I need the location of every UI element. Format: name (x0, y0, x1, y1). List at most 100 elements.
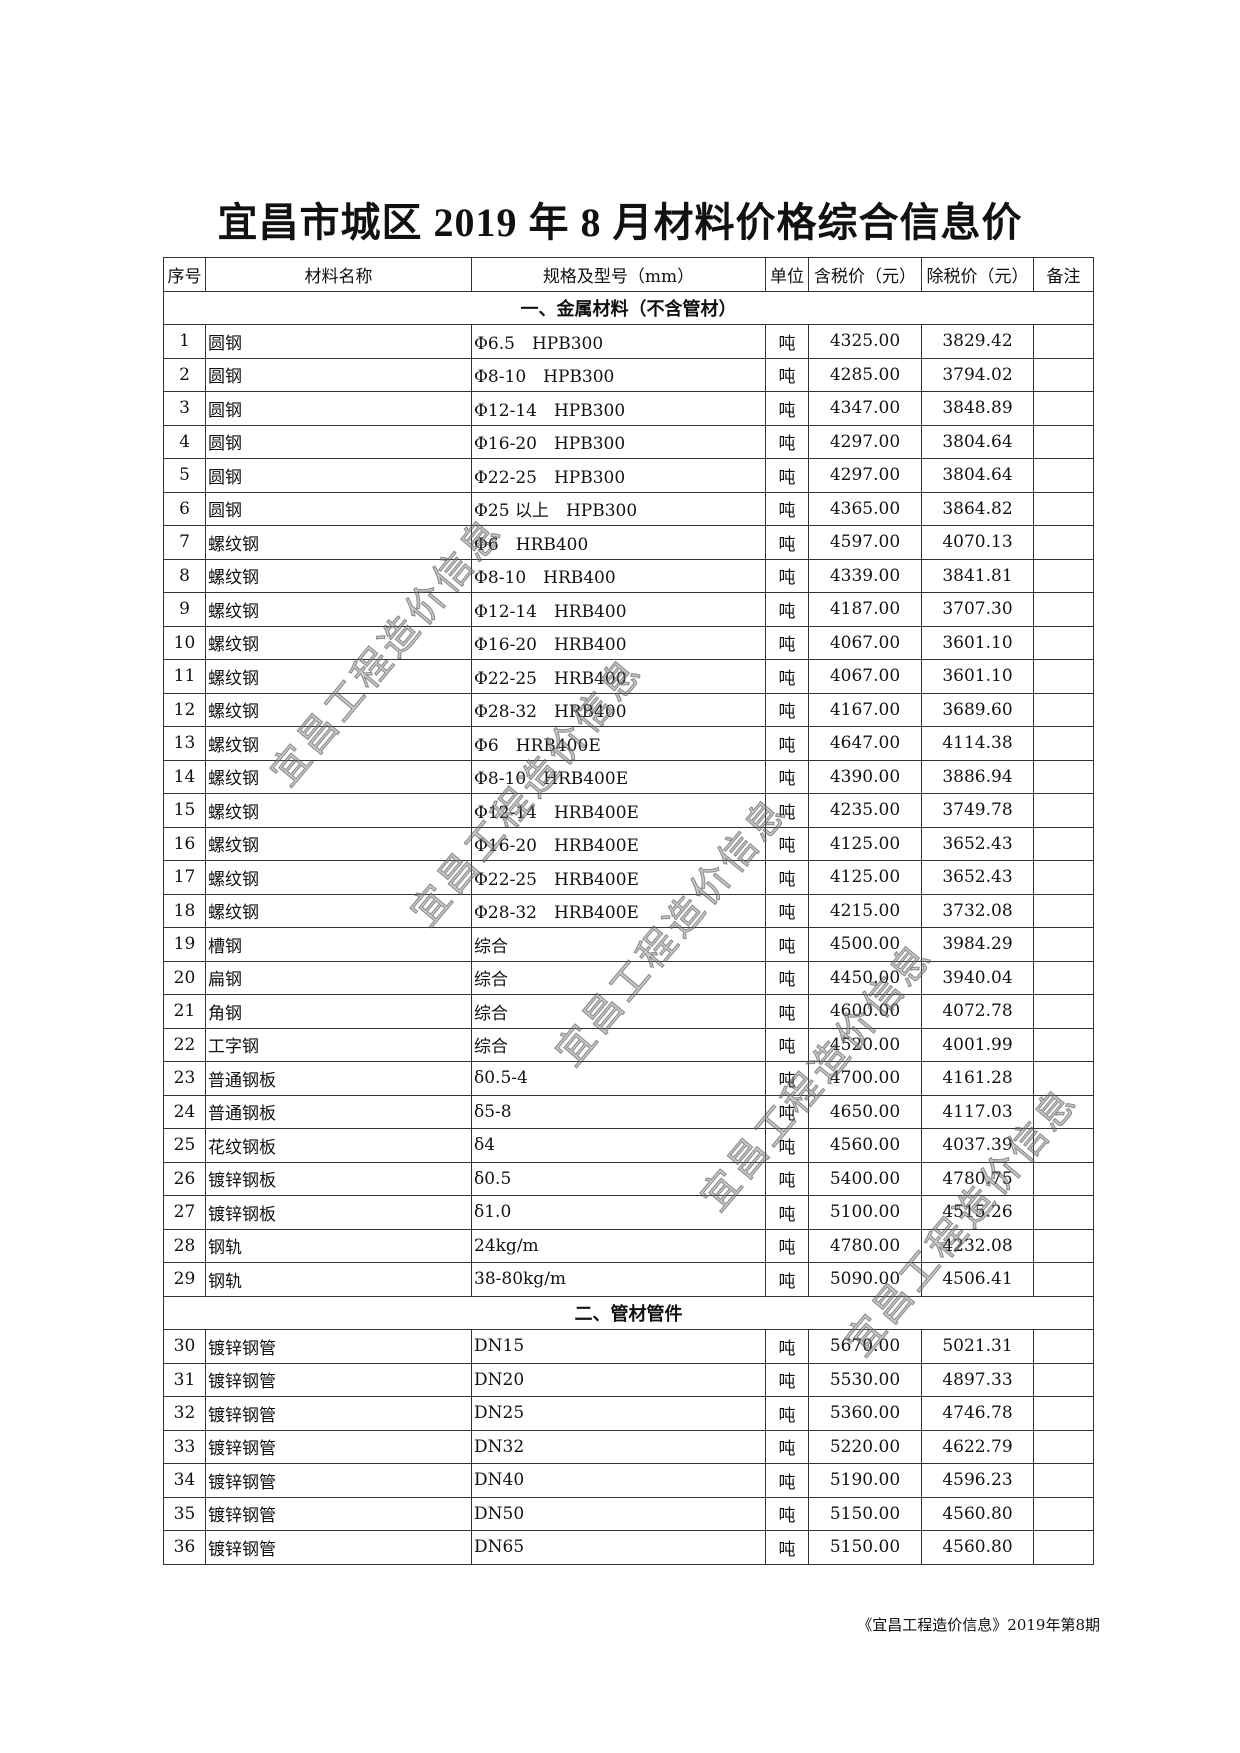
remark (1033, 1195, 1094, 1230)
material-name: 普通钢板 (205, 1094, 472, 1129)
table-row: 29 钢轨 38-80kg/m 吨 5090.00 4506.41 (163, 1262, 1094, 1297)
row-number: 19 (163, 927, 206, 962)
spec: DN65 (471, 1530, 766, 1565)
spec: Φ16-20 HRB400E (471, 826, 766, 861)
row-number: 5 (163, 458, 206, 493)
spec: DN25 (471, 1396, 766, 1431)
spec: Φ28-32 HRB400E (471, 893, 766, 928)
unit: 吨 (765, 1530, 809, 1565)
material-name: 螺纹钢 (205, 525, 472, 560)
material-name: 螺纹钢 (205, 893, 472, 928)
row-number: 12 (163, 692, 206, 727)
price-without-tax: 4560.80 (921, 1530, 1034, 1565)
table-row: 20 扁钢 综合吨 4450.00 3940.04 (163, 960, 1094, 995)
price-without-tax: 3864.82 (921, 491, 1034, 526)
remark (1033, 324, 1094, 359)
material-name: 螺纹钢 (205, 793, 472, 828)
row-number: 30 (163, 1329, 206, 1364)
price-with-tax: 5220.00 (808, 1429, 922, 1464)
unit: 吨 (765, 1396, 809, 1431)
spec: Φ28-32 HRB400 (471, 692, 766, 727)
price-with-tax: 5090.00 (808, 1262, 922, 1297)
price-without-tax: 3886.94 (921, 759, 1034, 794)
price-with-tax: 5100.00 (808, 1195, 922, 1230)
price-without-tax: 3707.30 (921, 592, 1034, 627)
price-with-tax: 4780.00 (808, 1228, 922, 1263)
material-name: 螺纹钢 (205, 726, 472, 761)
material-name: 螺纹钢 (205, 592, 472, 627)
table-header-row: 序号 材料名称 规格及型号（mm） 单位 含税价（元） 除税价（元） 备注 (163, 257, 1094, 292)
remark (1033, 391, 1094, 426)
section-header-row: 一、金属材料（不含管材） (163, 290, 1094, 325)
unit: 吨 (765, 625, 809, 660)
section-title: 二、管材管件 (163, 1295, 1094, 1330)
remark (1033, 1128, 1094, 1163)
unit: 吨 (765, 324, 809, 359)
row-number: 1 (163, 324, 206, 359)
unit: 吨 (765, 1463, 809, 1498)
unit: 吨 (765, 1362, 809, 1397)
row-number: 23 (163, 1061, 206, 1096)
unit: 吨 (765, 826, 809, 861)
material-name: 花纹钢板 (205, 1128, 472, 1163)
material-name: 扁钢 (205, 960, 472, 995)
row-number: 35 (163, 1496, 206, 1531)
unit: 吨 (765, 1027, 809, 1062)
spec: δ0.5 (471, 1161, 766, 1196)
spec: Φ16-20 HRB400 (471, 625, 766, 660)
remark (1033, 1530, 1094, 1565)
unit: 吨 (765, 1161, 809, 1196)
price-with-tax: 4339.00 (808, 558, 922, 593)
price-without-tax: 5021.31 (921, 1329, 1034, 1364)
price-without-tax: 3652.43 (921, 860, 1034, 895)
unit: 吨 (765, 860, 809, 895)
remark (1033, 692, 1094, 727)
row-number: 4 (163, 424, 206, 459)
price-without-tax: 4070.13 (921, 525, 1034, 560)
unit: 吨 (765, 692, 809, 727)
table-row: 10 螺纹钢 Φ16-20 HRB400 吨 4067.00 3601.10 (163, 625, 1094, 660)
table-row: 17 螺纹钢 Φ22-25 HRB400E 吨 4125.00 3652.43 (163, 860, 1094, 895)
material-name: 钢轨 (205, 1262, 472, 1297)
price-without-tax: 4232.08 (921, 1228, 1034, 1263)
table-row: 34 镀锌钢管 DN40 吨 5190.00 4596.23 (163, 1463, 1094, 1498)
price-with-tax: 4067.00 (808, 625, 922, 660)
unit: 吨 (765, 1128, 809, 1163)
material-name: 镀锌钢板 (205, 1161, 472, 1196)
material-name: 镀锌钢管 (205, 1496, 472, 1531)
price-with-tax: 4347.00 (808, 391, 922, 426)
table-row: 36 镀锌钢管 DN65 吨 5150.00 4560.80 (163, 1530, 1094, 1565)
col-header-price-notax: 除税价（元） (921, 257, 1034, 292)
remark (1033, 1362, 1094, 1397)
table-row: 11 螺纹钢 Φ22-25 HRB400 吨 4067.00 3601.10 (163, 659, 1094, 694)
price-table: 序号 材料名称 规格及型号（mm） 单位 含税价（元） 除税价（元） 备注 一、… (163, 257, 1094, 1565)
unit: 吨 (765, 558, 809, 593)
remark (1033, 625, 1094, 660)
spec: DN32 (471, 1429, 766, 1464)
price-with-tax: 4125.00 (808, 826, 922, 861)
row-number: 26 (163, 1161, 206, 1196)
table-row: 3 圆钢 Φ12-14 HPB300 吨 4347.00 3848.89 (163, 391, 1094, 426)
price-with-tax: 4285.00 (808, 357, 922, 392)
spec: Φ6.5 HPB300 (471, 324, 766, 359)
material-name: 螺纹钢 (205, 558, 472, 593)
row-number: 29 (163, 1262, 206, 1297)
table-row: 5 圆钢 Φ22-25 HPB300 吨 4297.00 3804.64 (163, 458, 1094, 493)
price-without-tax: 4161.28 (921, 1061, 1034, 1096)
price-without-tax: 3804.64 (921, 458, 1034, 493)
unit: 吨 (765, 424, 809, 459)
row-number: 2 (163, 357, 206, 392)
table-body: 一、金属材料（不含管材） 1 圆钢 Φ6.5 HPB300 吨 4325.00 3829.4… (163, 290, 1094, 1565)
spec: Φ25 以上 HPB300 (471, 491, 766, 526)
price-without-tax: 3749.78 (921, 793, 1034, 828)
price-with-tax: 4647.00 (808, 726, 922, 761)
material-name: 镀锌钢管 (205, 1362, 472, 1397)
price-without-tax: 3841.81 (921, 558, 1034, 593)
price-without-tax: 3848.89 (921, 391, 1034, 426)
row-number: 33 (163, 1429, 206, 1464)
remark (1033, 860, 1094, 895)
material-name: 螺纹钢 (205, 659, 472, 694)
remark (1033, 525, 1094, 560)
spec: Φ22-25 HRB400E (471, 860, 766, 895)
spec: 38-80kg/m (471, 1262, 766, 1297)
